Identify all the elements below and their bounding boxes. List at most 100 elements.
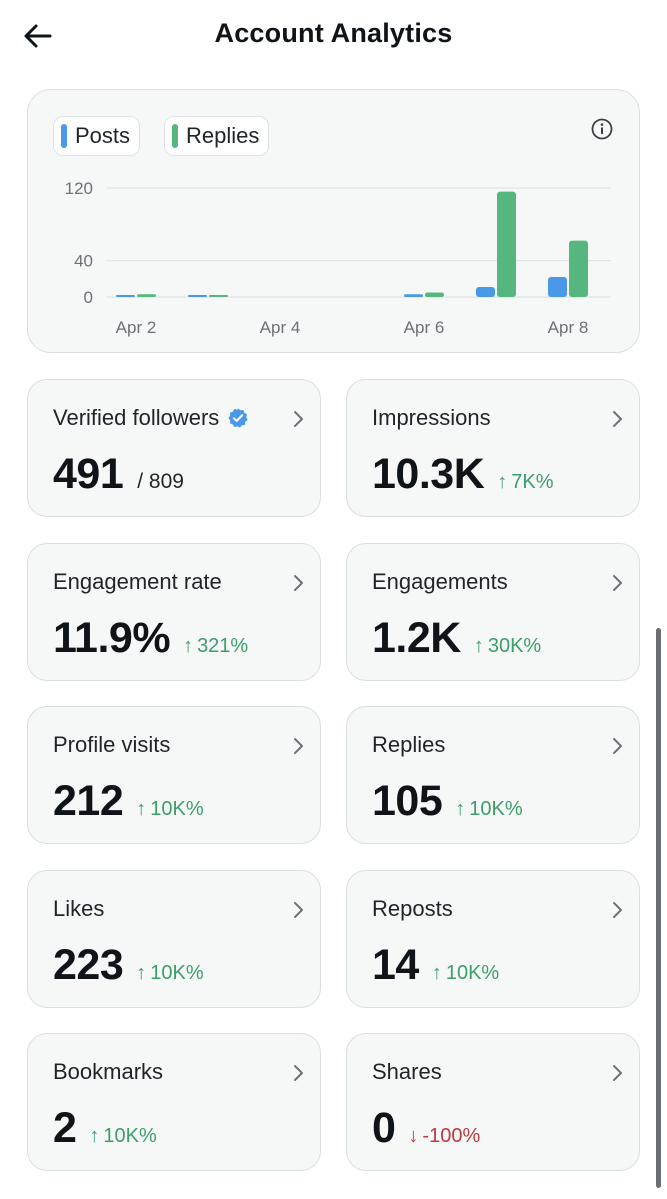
stat-label: Bookmarks: [53, 1059, 164, 1084]
stat-card-impressions[interactable]: Impressions 10.3K ↑ 7K%: [346, 379, 640, 517]
legend-replies-chip[interactable]: Replies: [164, 116, 270, 156]
chevron-right-icon: [294, 1065, 303, 1081]
stat-card-replies[interactable]: Replies 105 ↑ 10K%: [346, 706, 640, 844]
chevron-right-icon: [294, 575, 303, 591]
stat-card-engagements[interactable]: Engagements 1.2K ↑ 30K%: [346, 543, 640, 681]
stat-change: ↑ 30K%: [474, 635, 541, 658]
arrow-up-icon: ↑: [136, 798, 147, 820]
arrow-up-icon: ↑: [431, 962, 442, 984]
stat-change-value: 10K%: [150, 798, 204, 820]
stat-label: Engagement rate: [53, 569, 222, 594]
posts-bar: [548, 277, 567, 297]
stat-card-shares[interactable]: Shares 0 ↓ -100%: [346, 1033, 640, 1171]
legend-replies-label: Replies: [186, 123, 260, 148]
arrow-down-icon: ↓: [408, 1125, 419, 1147]
chevron-right-icon: [613, 575, 622, 591]
activity-chart-card: Posts Replies 120 40 0 Apr 2 Apr 4 Apr 6 Apr 8: [27, 89, 640, 353]
x-tick-label: Apr 6: [404, 318, 445, 337]
stat-change: ↑ 10K%: [136, 962, 203, 985]
stat-card-bookmarks[interactable]: Bookmarks 2 ↑ 10K%: [27, 1033, 321, 1171]
posts-bar: [116, 295, 135, 297]
stat-change-value: 30K%: [487, 635, 542, 657]
stat-change: ↑ 10K%: [89, 1125, 156, 1148]
header-bar: Account Analytics: [0, 0, 667, 72]
stat-value-row: 491 / 809: [53, 450, 184, 499]
stat-card-likes[interactable]: Likes 223 ↑ 10K%: [27, 870, 321, 1008]
stat-change-value: 10K%: [103, 1125, 157, 1147]
stat-card-verified-followers[interactable]: Verified followers 491 / 809: [27, 379, 321, 517]
stat-value: 10.3K: [372, 450, 485, 498]
stat-label: Profile visits: [53, 732, 171, 757]
chevron-right-icon: [613, 1065, 622, 1081]
stat-value: 11.9%: [53, 614, 171, 662]
back-button[interactable]: [18, 16, 58, 56]
stat-change-value: 10K%: [469, 798, 523, 820]
stat-label: Replies: [372, 732, 446, 757]
posts-swatch: [61, 124, 67, 148]
stat-value-row: 10.3K ↑ 7K%: [372, 450, 554, 499]
stat-change: ↑ 321%: [183, 635, 248, 658]
stat-label: Shares: [372, 1059, 442, 1084]
stat-label-text: Verified followers: [53, 405, 220, 430]
chevron-right-icon: [294, 738, 303, 754]
stat-value-row: 14 ↑ 10K%: [372, 941, 499, 990]
verified-badge-icon: [228, 408, 248, 428]
arrow-up-icon: ↑: [136, 962, 147, 984]
replies-bar: [497, 191, 516, 297]
y-tick-label: 120: [65, 179, 93, 198]
stat-value: 1.2K: [372, 614, 461, 662]
stat-change-value: 7K%: [511, 471, 554, 493]
x-tick-label: Apr 8: [548, 318, 589, 337]
stat-label: Impressions: [372, 405, 491, 430]
legend-posts-label: Posts: [75, 123, 131, 148]
stat-value-row: 11.9% ↑ 321%: [53, 614, 248, 663]
bar-chart: 120 40 0 Apr 2 Apr 4 Apr 6 Apr 8: [65, 179, 611, 337]
stat-card-profile-visits[interactable]: Profile visits 212 ↑ 10K%: [27, 706, 321, 844]
info-icon[interactable]: [590, 117, 614, 141]
chevron-right-icon: [613, 411, 622, 427]
stat-change: ↑ 10K%: [432, 962, 499, 985]
replies-bar: [209, 295, 228, 297]
stat-label: Engagements: [372, 569, 508, 594]
stat-change-value: 10K%: [445, 962, 500, 984]
stat-change-value: 321%: [197, 635, 249, 657]
chevron-right-icon: [294, 902, 303, 918]
stat-change: ↓ -100%: [408, 1125, 480, 1148]
posts-bar: [476, 287, 495, 297]
chevron-right-icon: [294, 411, 303, 427]
stat-value: 491: [53, 450, 124, 498]
legend-posts-chip[interactable]: Posts: [53, 116, 141, 156]
stat-value: 14: [372, 941, 419, 989]
stat-label: Likes: [53, 896, 105, 921]
stat-value: 2: [53, 1104, 77, 1152]
stat-label: Reposts: [372, 896, 453, 921]
arrow-left-icon: [24, 24, 52, 48]
stat-change: ↑ 10K%: [455, 798, 522, 821]
stat-value: 0: [372, 1104, 396, 1152]
posts-bar: [188, 295, 207, 297]
stat-card-reposts[interactable]: Reposts 14 ↑ 10K%: [346, 870, 640, 1008]
stat-value-row: 2 ↑ 10K%: [53, 1104, 157, 1153]
posts-bar: [404, 294, 423, 297]
y-tick-label: 0: [84, 288, 93, 307]
replies-bar: [137, 294, 156, 297]
y-tick-label: 40: [74, 252, 93, 271]
arrow-up-icon: ↑: [183, 635, 194, 657]
stat-value-row: 105 ↑ 10K%: [372, 777, 523, 826]
stat-change-value: 10K%: [150, 962, 204, 984]
chevron-right-icon: [613, 902, 622, 918]
chevron-right-icon: [613, 738, 622, 754]
scrollbar[interactable]: [656, 628, 661, 1188]
replies-bar: [569, 240, 588, 297]
arrow-up-icon: ↑: [497, 471, 508, 493]
stat-total: / 809: [137, 470, 184, 493]
stat-value-row: 212 ↑ 10K%: [53, 777, 204, 826]
stat-label: Verified followers: [53, 405, 249, 431]
arrow-up-icon: ↑: [473, 635, 484, 657]
stat-card-engagement-rate[interactable]: Engagement rate 11.9% ↑ 321%: [27, 543, 321, 681]
x-tick-label: Apr 2: [116, 318, 157, 337]
stat-value: 105: [372, 777, 443, 825]
stat-change-value: -100%: [422, 1125, 481, 1147]
x-tick-label: Apr 4: [260, 318, 301, 337]
stat-value: 212: [53, 777, 124, 825]
